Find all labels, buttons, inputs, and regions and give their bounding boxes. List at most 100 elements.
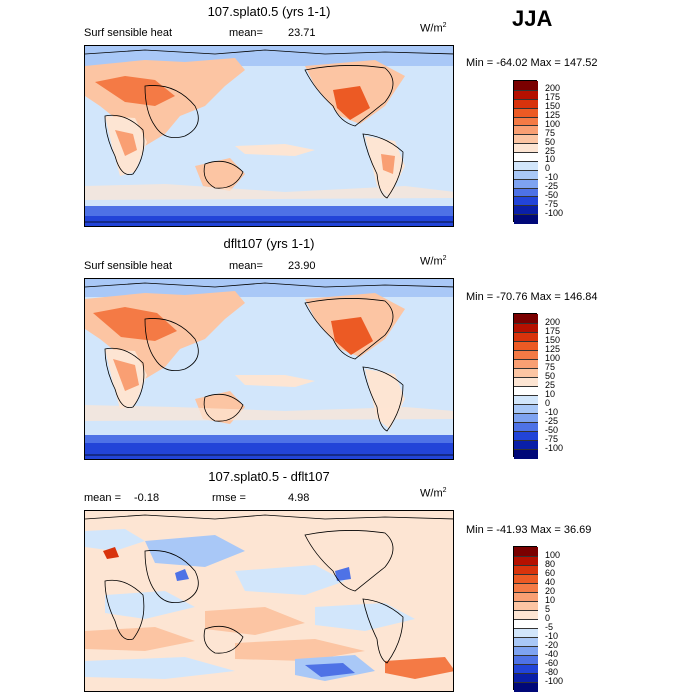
colorbar-cell [514, 422, 538, 432]
panel-title: dflt107 (yrs 1-1) [223, 236, 315, 251]
colorbar-cell [514, 619, 538, 629]
rmse-value: 4.98 [288, 492, 310, 504]
season-label: JJA [512, 6, 553, 31]
colorbar-tick-label: -40 [545, 648, 559, 659]
max-value: 36.69 [563, 524, 592, 536]
colorbar-tick-label: 5 [545, 603, 551, 614]
map-surface-sensible-heat-dflt [84, 278, 454, 460]
colorbar-cell [514, 107, 538, 117]
min-max-readout: Min = -41.93 Max = 36.69 [466, 524, 591, 536]
diff-mean-label: mean = [84, 492, 121, 504]
colorbar-cell [514, 404, 538, 414]
colorbar-cell [514, 125, 538, 135]
colorbar-tick-label: -20 [545, 639, 559, 650]
colorbar-cell [514, 413, 538, 423]
map-field [85, 46, 453, 226]
colorbar-swatches [513, 546, 538, 692]
colorbar-tick-label: 50 [545, 136, 556, 147]
colorbar-cell [514, 449, 538, 459]
colorbar-cell [514, 395, 538, 405]
colorbar-cell [514, 628, 538, 638]
colorbar-tick-label: 10 [545, 154, 556, 165]
colorbar-tick-label: 0 [545, 612, 551, 623]
max-label: Max = [530, 57, 561, 69]
colorbar-tick-label: 80 [545, 558, 556, 569]
max-value: 147.52 [563, 57, 598, 69]
colorbar-cell [514, 341, 538, 351]
colorbar-cell [514, 440, 538, 450]
colorbar-cell [514, 547, 538, 557]
variable-label: Surf sensible heat [84, 260, 173, 272]
colorbar-cell [514, 610, 538, 620]
colorbar-cell [514, 178, 538, 188]
colorbar-cell [514, 134, 538, 144]
colorbar-cell [514, 332, 538, 342]
colorbar-cell [514, 314, 538, 324]
colorbar-tick-label: 25 [545, 145, 556, 156]
colorbar-cell [514, 98, 538, 109]
colorbar-cell [514, 152, 538, 162]
colorbar-tick-label: -10 [545, 172, 559, 183]
colorbar-cell [514, 574, 538, 584]
colorbar-tick-label: -10 [545, 406, 559, 417]
min-label: Min = [466, 57, 494, 69]
colorbar-tick-label: 150 [545, 334, 561, 345]
colorbar-tick-label: -50 [545, 424, 559, 435]
colorbar-tick-label: 75 [545, 361, 556, 372]
colorbar-tick-label: -75 [545, 433, 559, 444]
colorbar-cell [514, 655, 538, 665]
colorbar-cell [514, 205, 538, 215]
map-surface-sensible-heat-splat [84, 45, 454, 227]
diff-mean-value: -0.18 [134, 492, 160, 504]
units-label: W/m2 [420, 22, 447, 35]
panel-title: 107.splat0.5 - dflt107 [208, 469, 330, 484]
max-label: Max = [530, 524, 561, 536]
max-value: 146.84 [563, 291, 598, 303]
colorbar-cell [514, 81, 538, 91]
min-value: -64.02 [496, 57, 528, 69]
colorbar-tick-label: 0 [545, 163, 551, 174]
colorbar-tick-label: -80 [545, 666, 559, 677]
colorbar-swatches [513, 80, 538, 224]
colorbar-tick-label: -75 [545, 198, 559, 209]
colorbar-tick-label: 100 [545, 549, 561, 560]
colorbar-cell [514, 196, 538, 206]
colorbar-tick-label: 25 [545, 379, 556, 390]
colorbar-tick-label: 100 [545, 352, 561, 363]
colorbar-tick-label: 10 [545, 594, 556, 605]
colorbar-cell [514, 323, 538, 333]
colorbar-tick-label: 0 [545, 397, 551, 408]
colorbar-tick-label: 175 [545, 325, 561, 336]
colorbar-cell [514, 116, 538, 126]
colorbar-cell [514, 368, 538, 378]
colorbar-tick-label: 125 [545, 110, 561, 120]
min-value: -70.76 [496, 291, 528, 303]
colorbar-tick-label: 50 [545, 370, 556, 381]
min-label: Min = [466, 524, 494, 536]
colorbar-tick-label: -100 [545, 442, 564, 453]
colorbar-cell [514, 169, 538, 180]
map-field [85, 511, 453, 691]
colorbar-tick-label: 125 [545, 343, 561, 354]
colorbar-tick-label: 175 [545, 92, 561, 103]
colorbar-cell [514, 673, 538, 683]
colorbar-tick-label: 40 [545, 576, 556, 587]
panel-title: 107.splat0.5 (yrs 1-1) [207, 4, 331, 19]
variable-label: Surf sensible heat [84, 27, 173, 39]
colorbar-cell [514, 359, 538, 369]
colorbar-cell [514, 187, 538, 197]
colorbar-cell [514, 160, 538, 171]
colorbar-tick-label: 20 [545, 585, 556, 596]
colorbar-tick-label: -100 [545, 207, 564, 218]
colorbar-tick-label: -5 [545, 621, 554, 632]
colorbar-tick-label: -60 [545, 657, 559, 668]
rmse-label: rmse = [212, 492, 246, 504]
colorbar-tick-label: 10 [545, 388, 556, 399]
colorbar-cell [514, 601, 538, 611]
colorbar-tick-label: 75 [545, 127, 556, 138]
colorbar-cell [514, 637, 538, 647]
colorbar-cell [514, 583, 538, 593]
mean-value: 23.71 [288, 27, 316, 39]
units-label: W/m2 [420, 487, 447, 500]
colorbar-cell [514, 143, 538, 153]
